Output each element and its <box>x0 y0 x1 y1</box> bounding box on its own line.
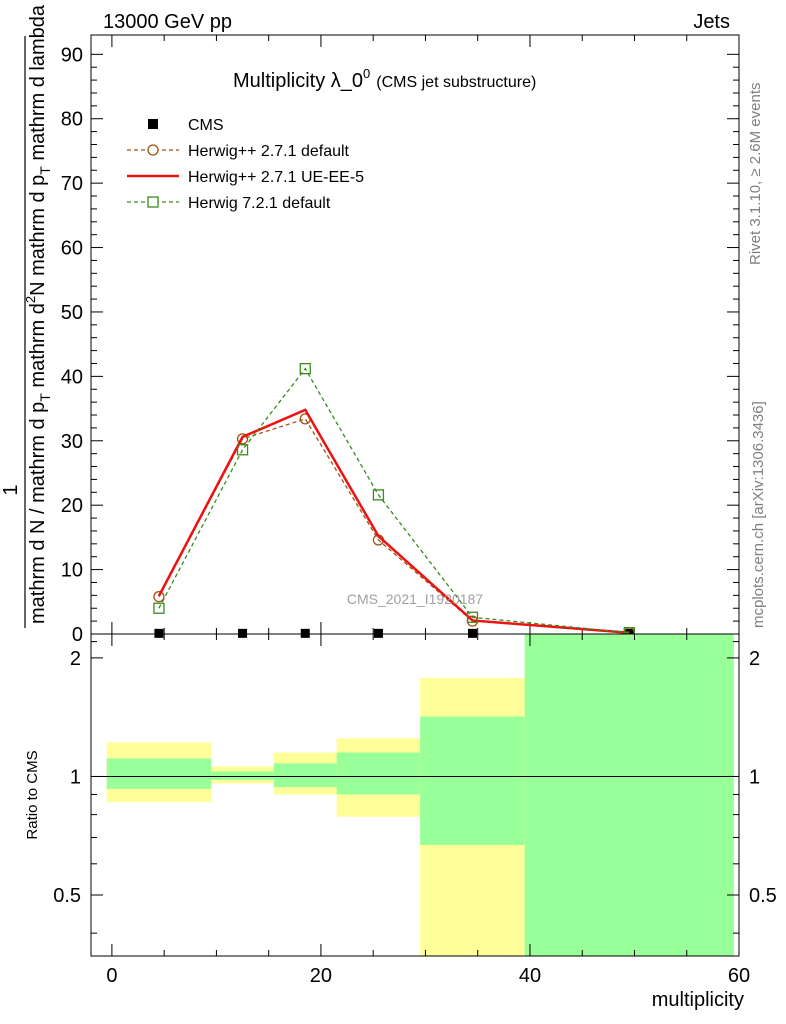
y-tick-label: 60 <box>61 238 83 260</box>
data-point-herwigpp-default <box>236 433 249 445</box>
header-right: Jets <box>693 11 730 33</box>
x-tick-label: 0 <box>106 965 117 987</box>
ylabel-one: 1 <box>0 484 22 495</box>
ylabel-denominator: mathrm d N / mathrm d pT mathrm d2N math… <box>23 4 55 624</box>
ratio-ticks: 0.5 0.51 12 20 20 40 60 <box>53 634 777 987</box>
data-point-herwig7 <box>236 444 249 456</box>
data-point-herwig7 <box>299 362 311 375</box>
ratio-band-inner <box>273 763 337 788</box>
ratio-y-tick-label: 2 <box>70 648 81 670</box>
ratio-band-inner <box>524 634 734 956</box>
y-tick-label: 80 <box>61 109 83 131</box>
ratio-band-inner <box>211 771 274 780</box>
ratio-ylabel: Ratio to CMS <box>24 750 41 839</box>
legend-label: Herwig 7.2.1 default <box>188 195 331 212</box>
ratio-band-inner <box>336 752 421 795</box>
y-tick-label: 20 <box>61 495 83 517</box>
main-series <box>153 362 635 639</box>
ratio-bands <box>106 634 734 956</box>
y-tick-label: 50 <box>61 302 83 324</box>
y-tick-label: 90 <box>61 44 83 66</box>
plot-title: Multiplicity λ_00 (CMS jet substructure) <box>233 66 536 92</box>
legend-marker <box>147 196 159 208</box>
y-tick-label: 0 <box>72 624 83 646</box>
plot-title-main: Multiplicity λ_0 <box>233 70 363 92</box>
data-point-cms <box>154 628 164 638</box>
legend-label: Herwig++ 2.7.1 default <box>188 143 350 160</box>
data-point-cms <box>467 628 477 638</box>
legend-label: Herwig++ 2.7.1 UE-EE-5 <box>188 169 364 186</box>
ratio-y-tick-label-right: 2 <box>749 648 760 670</box>
ratio-y-tick-label: 0.5 <box>53 885 81 907</box>
data-point-herwig7 <box>372 489 385 501</box>
ratio-band-inner <box>420 716 525 845</box>
x-tick-label: 60 <box>728 965 750 987</box>
ratio-band-inner <box>106 758 212 789</box>
ratio-y-tick-label-right: 0.5 <box>749 885 777 907</box>
header-left: 13000 GeV pp <box>103 11 232 33</box>
y-tick-label: 70 <box>61 173 83 195</box>
x-tick-label: 20 <box>310 965 332 987</box>
data-point-herwigpp-default <box>153 590 165 603</box>
data-point-cms <box>373 628 383 638</box>
rivet-label: Rivet 3.1.10, ≥ 2.6M events <box>747 83 764 266</box>
data-point-cms <box>238 628 248 638</box>
x-axis-label: multiplicity <box>652 989 744 1011</box>
y-tick-label: 30 <box>61 431 83 453</box>
series-line-2 <box>157 408 630 634</box>
plot-subtitle: (CMS jet substructure) <box>376 74 536 91</box>
y-tick-label: 10 <box>61 560 83 582</box>
data-point-cms <box>624 628 634 638</box>
data-point-cms <box>300 628 310 638</box>
legend-label: CMS <box>188 117 224 134</box>
series-line-3 <box>158 367 630 634</box>
legend-marker <box>147 144 159 156</box>
ratio-y-tick-label: 1 <box>70 766 81 788</box>
main-ylabel: 1 mathrm d N / mathrm d pT mathrm d2N ma… <box>0 4 55 628</box>
legend-marker <box>148 119 158 129</box>
mcplots-label: mcplots.cern.ch [arXiv:1306.3436] <box>750 401 767 628</box>
watermark: CMS_2021_I1920187 <box>347 591 483 607</box>
ratio-plot-frame <box>90 633 740 957</box>
data-point-herwig7 <box>153 602 165 614</box>
ratio-y-tick-label-right: 1 <box>749 766 760 788</box>
legend: CMS Herwig++ 2.7.1 default Herwig++ 2.7.1 … <box>127 117 364 212</box>
x-tick-label: 40 <box>519 965 541 987</box>
plot-title-sup: 0 <box>363 66 370 81</box>
data-point-herwig7 <box>466 611 479 623</box>
y-tick-label: 40 <box>61 366 83 388</box>
main-ticks: 0 10 20 30 40 50 60 70 80 90 <box>61 35 740 646</box>
